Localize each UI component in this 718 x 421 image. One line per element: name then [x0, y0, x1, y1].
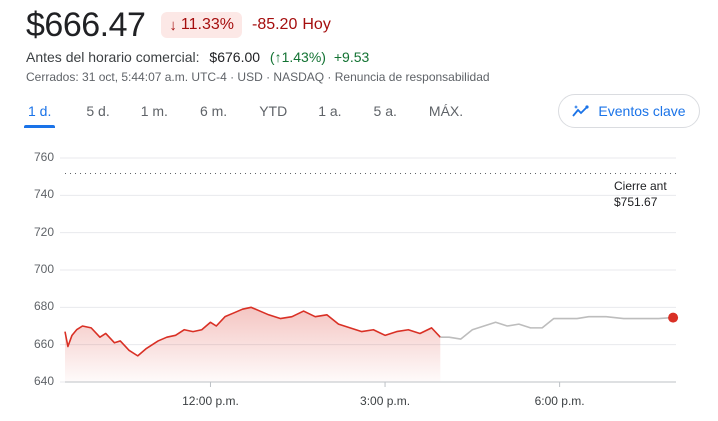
tab-1d[interactable]: 1 d.: [23, 96, 56, 130]
tab-5y[interactable]: 5 a.: [373, 103, 397, 119]
x-tick-label: 6:00 p.m.: [534, 394, 585, 408]
arrow-up-icon: ↑: [274, 49, 282, 65]
y-tick-label: 720: [33, 224, 54, 239]
price-row: $666.47 ↓ 11.33% -85.20 Hoy: [26, 4, 331, 46]
y-tick-label: 660: [33, 336, 54, 351]
after-hours-line: [440, 315, 674, 340]
tab-5d[interactable]: 5 d.: [86, 103, 110, 119]
y-tick-label: 740: [33, 187, 54, 202]
last-price-dot: [668, 312, 679, 323]
y-tick-label: 700: [33, 262, 54, 276]
price-chart[interactable]: [0, 140, 718, 421]
regular-session-line: [64, 306, 441, 357]
premarket-change: +9.53: [333, 49, 370, 65]
trending-icon: [572, 105, 590, 117]
premarket-price: $676.00: [209, 49, 261, 65]
premarket-percent-value: 1.43%: [281, 49, 322, 65]
tab-ytd[interactable]: YTD: [259, 103, 288, 119]
change-absolute: -85.20: [251, 16, 298, 33]
tab-max[interactable]: MÁX.: [428, 103, 464, 119]
premarket-percent: (↑1.43%): [269, 49, 326, 65]
market-status-line: Cerrados: 31 oct, 5:44:07 a.m. UTC-4 · U…: [26, 70, 490, 84]
change-percent-badge: ↓ 11.33%: [161, 12, 242, 38]
x-axis: [65, 381, 676, 387]
tab-1m[interactable]: 1 m.: [140, 103, 168, 119]
y-tick-label: 680: [33, 299, 54, 314]
x-tick-label: 3:00 p.m.: [360, 394, 411, 408]
change-today: -85.20 Hoy: [252, 16, 331, 34]
change-percent: 11.33%: [180, 16, 234, 33]
tab-6m[interactable]: 6 m.: [199, 103, 228, 119]
premarket-label: Antes del horario comercial:: [26, 49, 200, 65]
chart-series: [64, 306, 679, 382]
x-tick-label: 12:00 p.m.: [182, 394, 239, 408]
y-tick-label: 760: [33, 150, 54, 164]
previous-close-label: Cierre ant: [614, 179, 667, 193]
premarket-line: Antes del horario comercial: $676.00 (↑1…: [26, 49, 369, 65]
key-events-button[interactable]: Eventos clave: [558, 94, 700, 128]
regular-session-area: [65, 307, 441, 382]
tab-1y[interactable]: 1 a.: [318, 103, 342, 119]
key-events-label: Eventos clave: [598, 103, 686, 119]
y-tick-label: 640: [33, 374, 54, 388]
arrow-down-icon: ↓: [169, 16, 177, 34]
range-tabs: 1 d. 5 d. 1 m. 6 m. YTD 1 a. 5 a. MÁX.: [23, 96, 464, 130]
current-price: $666.47: [26, 5, 146, 44]
change-period: Hoy: [302, 16, 331, 33]
previous-close-annotation: Cierre ant $751.67: [614, 178, 667, 210]
previous-close-value: $751.67: [614, 195, 658, 209]
